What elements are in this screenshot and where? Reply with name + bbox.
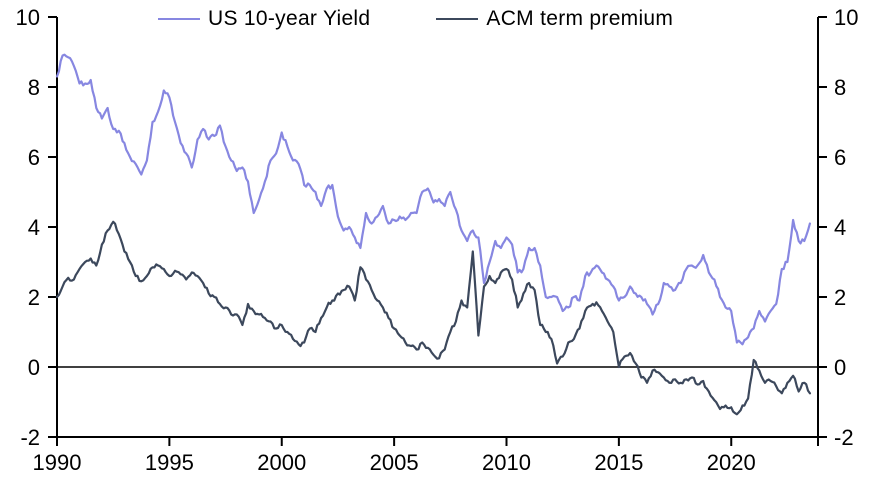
acm-term-premium-line xyxy=(55,220,812,416)
y-axis-label-right: 6 xyxy=(834,145,846,170)
x-axis-label: 1990 xyxy=(33,450,82,475)
x-axis-label: 2000 xyxy=(257,450,306,475)
legend-label-us-10-year-yield: US 10-year Yield xyxy=(208,7,371,30)
x-axis-label: 2010 xyxy=(482,450,531,475)
y-axis-label-left: 4 xyxy=(28,215,40,240)
y-axis-label-right: 4 xyxy=(834,215,846,240)
y-axis-label-left: 0 xyxy=(28,355,40,380)
legend-entry-acm-term-premium: ACM term premium xyxy=(436,5,673,33)
y-axis-label-left: 8 xyxy=(28,75,40,100)
legend-line-swatch-us-10-year-yield xyxy=(158,17,200,21)
y-axis-label-left: 2 xyxy=(28,285,40,310)
x-axis-label: 2015 xyxy=(594,450,643,475)
y-axis-label-right: 2 xyxy=(834,285,846,310)
legend-label-acm-term-premium: ACM term premium xyxy=(486,7,674,30)
y-axis-label-right: -2 xyxy=(834,425,854,450)
y-axis-label-right: 8 xyxy=(834,75,846,100)
y-axis-label-left: 10 xyxy=(16,5,40,30)
chart-legend: US 10-year Yield ACM term premium xyxy=(158,5,673,33)
legend-line-swatch-acm-term-premium xyxy=(436,17,479,21)
x-axis-label: 1995 xyxy=(145,450,194,475)
y-axis-label-left: 6 xyxy=(28,145,40,170)
x-axis-label: 2020 xyxy=(707,450,756,475)
us-10-year-yield-line xyxy=(55,53,812,346)
y-axis-label-right: 10 xyxy=(834,5,858,30)
legend-entry-us-10-year-yield: US 10-year Yield xyxy=(158,5,370,33)
y-axis-label-right: 0 xyxy=(834,355,846,380)
y-axis-label-left: -2 xyxy=(20,425,40,450)
x-axis-label: 2005 xyxy=(370,450,419,475)
